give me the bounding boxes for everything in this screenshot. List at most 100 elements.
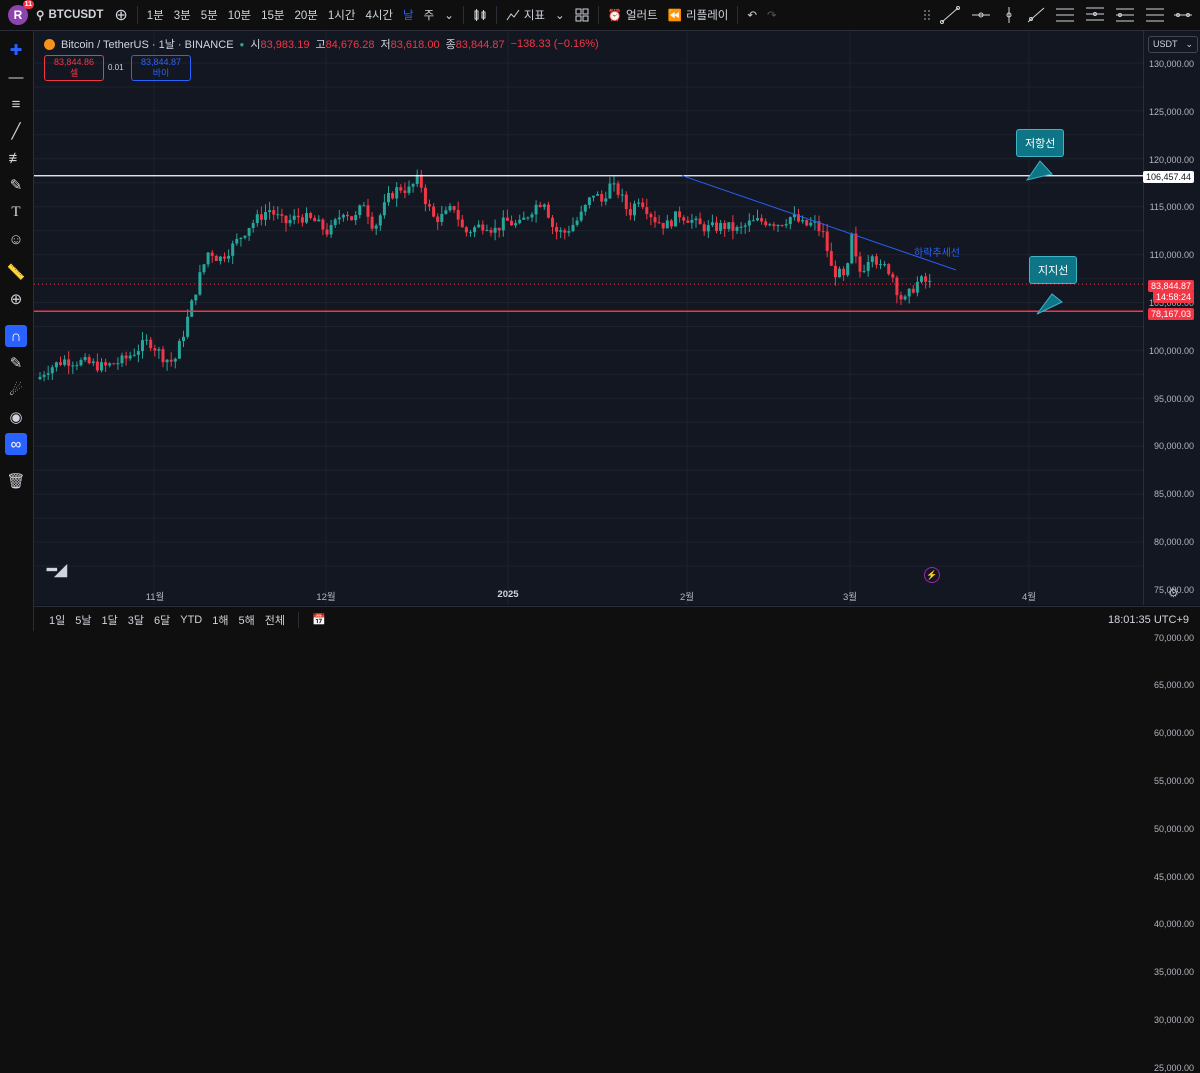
pattern-tool[interactable]: ╱	[5, 120, 27, 142]
interval-10m[interactable]: 10분	[227, 10, 252, 22]
interval-20m[interactable]: 20분	[294, 10, 318, 22]
resistance-callout[interactable]: 저항선	[1016, 129, 1065, 157]
candle-body	[596, 194, 600, 196]
indicators-button[interactable]: 지표	[501, 0, 550, 30]
chart-pane[interactable]	[34, 31, 1143, 605]
interval-5m[interactable]: 5분	[200, 10, 218, 22]
channel-tool[interactable]: ≢	[5, 147, 27, 169]
candle-body	[300, 217, 304, 223]
candle-body	[153, 348, 157, 351]
candle-body	[210, 252, 214, 256]
interval-1m[interactable]: 1분	[146, 10, 164, 22]
parallel-channel-tool-icon[interactable]	[1056, 8, 1074, 22]
bitcoin-logo-icon	[44, 38, 55, 50]
layouts-button[interactable]	[570, 0, 594, 30]
pitchfork-tool-icon[interactable]	[1116, 8, 1134, 22]
candlestick-chart[interactable]	[34, 31, 1143, 605]
interval-day[interactable]: 날	[403, 10, 414, 22]
interval-15m[interactable]: 15분	[261, 10, 285, 22]
price-tick: 35,000.00	[1153, 967, 1194, 978]
candle-body	[665, 220, 669, 229]
candle-body	[690, 220, 694, 223]
add-symbol-button[interactable]: ⊕	[109, 0, 132, 30]
candle-body	[296, 215, 300, 218]
trend-line-tool-icon[interactable]	[940, 6, 960, 24]
redo-button[interactable]: ↷	[762, 0, 782, 30]
ray-tool-icon[interactable]	[1027, 7, 1045, 23]
fib-tool-icon[interactable]	[1086, 7, 1104, 21]
range-1y[interactable]: 1해	[212, 614, 229, 627]
price-tick: 130,000.00	[1148, 59, 1194, 69]
undo-button[interactable]: ↶	[742, 0, 762, 30]
icon-tool[interactable]: ☺	[5, 228, 27, 250]
range-6m[interactable]: 6달	[154, 614, 171, 627]
drawing-favorites-toolbar	[924, 6, 1192, 24]
lock-all-drawings-tool[interactable]: ☄	[5, 379, 27, 401]
range-all[interactable]: 전체	[264, 614, 285, 627]
info-line-tool-icon[interactable]	[1174, 13, 1192, 17]
candle-body	[518, 219, 522, 224]
crosshair-tool[interactable]: ✚	[5, 39, 27, 61]
candle-body	[83, 357, 87, 361]
link-icon: ∞	[10, 435, 22, 453]
range-5y[interactable]: 5해	[238, 614, 255, 627]
tradingview-logo-icon[interactable]: ━◢	[47, 562, 67, 579]
replay-button[interactable]: ⏪ 리플레이	[663, 0, 734, 30]
text-tool[interactable]: T	[5, 201, 27, 223]
remove-drawings-tool[interactable]: 🗑	[5, 470, 27, 492]
candle-body	[288, 219, 292, 224]
candle-body	[42, 374, 46, 377]
support-callout[interactable]: 지지선	[1029, 256, 1078, 284]
candle-body	[362, 205, 366, 207]
interval-dropdown[interactable]: ⌄	[439, 0, 459, 30]
interval-3m[interactable]: 3분	[173, 10, 191, 22]
candle-body	[481, 224, 485, 231]
sync-drawings-tool[interactable]: ∞	[5, 433, 27, 455]
candle-body	[317, 219, 321, 222]
candle-body	[710, 222, 714, 226]
drag-handle-icon[interactable]	[924, 10, 930, 20]
symbol-search-button[interactable]: ⚲ BTCUSDT	[36, 8, 103, 22]
line-tool-icon: —	[8, 68, 24, 86]
candle-body	[194, 294, 198, 301]
range-ytd[interactable]: YTD	[180, 613, 203, 626]
chart-type-button[interactable]	[468, 0, 492, 30]
zoom-tool[interactable]: ⊕	[5, 288, 27, 310]
alert-button[interactable]: ⏰ 얼러트	[603, 0, 663, 30]
fib-retracement-tool[interactable]: ≡	[5, 93, 27, 115]
brush-tool[interactable]: ✎	[5, 174, 27, 196]
vertical-line-tool-icon[interactable]	[1006, 7, 1012, 23]
interval-4h[interactable]: 4시간	[365, 10, 393, 22]
lock-drawing-mode-tool[interactable]: ✎	[5, 352, 27, 374]
market-status-dot-icon: ●	[239, 39, 245, 49]
price-tick: 30,000.00	[1153, 1015, 1194, 1025]
candle-body	[173, 358, 177, 362]
candle-body	[563, 230, 567, 233]
magnet-tool[interactable]: ∩	[5, 325, 27, 347]
axis-settings-gear-icon[interactable]: ⚙	[1168, 586, 1179, 600]
range-5d[interactable]: 5날	[75, 614, 92, 627]
sell-button[interactable]: 83,844.86 셀	[44, 55, 104, 81]
currency-selector[interactable]: USDT ⌄	[1148, 36, 1198, 53]
measure-tool[interactable]: 📏	[5, 261, 27, 283]
events-lightning-icon[interactable]: ⚡	[924, 567, 940, 583]
gann-tool-icon[interactable]	[1146, 8, 1164, 22]
go-to-date-button[interactable]: 📅	[307, 613, 331, 626]
buy-button[interactable]: 83,844.87 바이	[131, 55, 191, 81]
range-3m[interactable]: 3달	[127, 614, 144, 627]
indicators-dropdown[interactable]: ⌄	[550, 0, 570, 30]
interval-1h[interactable]: 1시간	[327, 10, 356, 22]
trend-line-tool[interactable]: —	[5, 66, 27, 88]
hide-drawings-tool[interactable]: ◉	[5, 406, 27, 428]
candle-body	[895, 277, 899, 296]
legend-title[interactable]: Bitcoin / TetherUS · 1날 · BINANCE	[61, 39, 234, 51]
candle-body	[911, 288, 915, 293]
range-1d[interactable]: 1일	[49, 614, 66, 627]
horizontal-line-tool-icon[interactable]	[972, 12, 990, 18]
candle-body	[190, 300, 194, 317]
user-avatar[interactable]: R 11	[8, 0, 34, 25]
timezone-clock[interactable]: 18:01:35 UTC+9	[1107, 613, 1189, 626]
candle-body	[141, 340, 144, 352]
interval-week[interactable]: 주	[423, 10, 435, 22]
range-1m[interactable]: 1달	[101, 614, 118, 627]
